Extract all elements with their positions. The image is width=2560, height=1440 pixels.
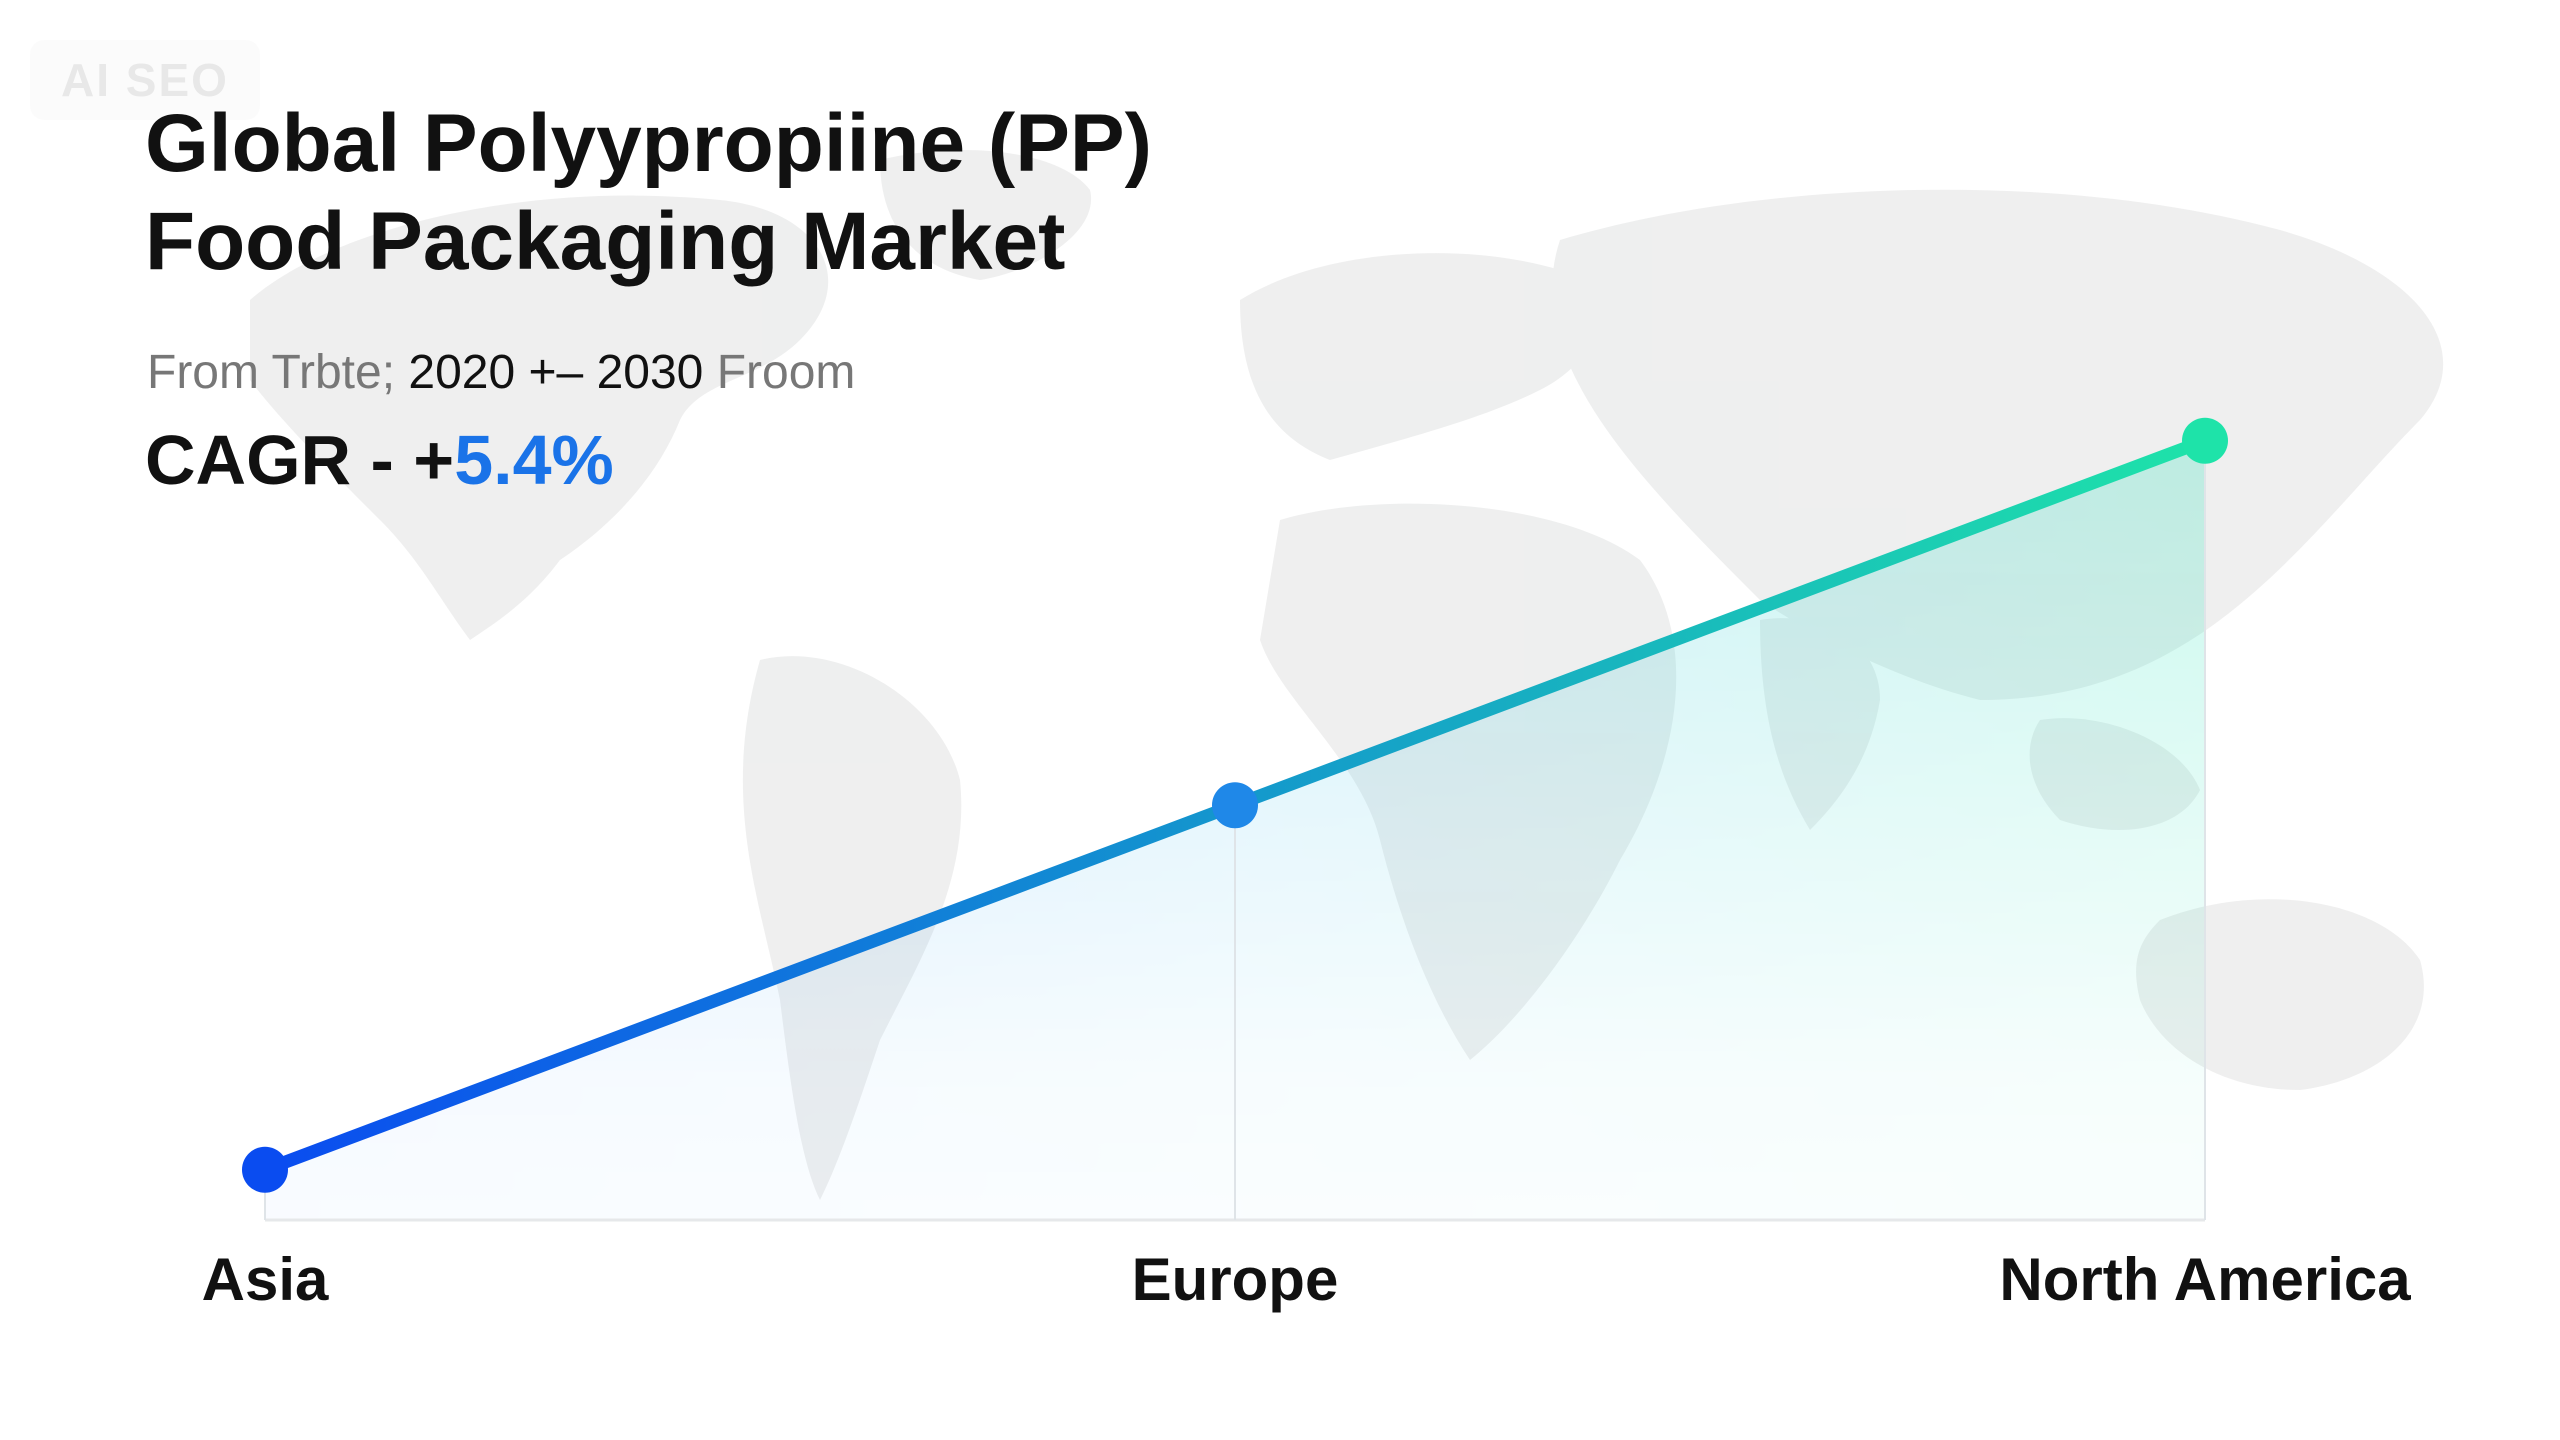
- data-point-2: [2182, 417, 2228, 464]
- x-tick-label-0: Asia: [202, 1246, 329, 1313]
- continent-north-america: [250, 195, 829, 640]
- continent-europe: [1240, 253, 1597, 460]
- x-tick-label-1: Europe: [1132, 1246, 1339, 1313]
- watermark-logo: AI SEO: [61, 54, 229, 106]
- subtitle-prefix: From Trbte;: [147, 346, 396, 399]
- continent-australia: [2136, 899, 2424, 1090]
- continent-greenland: [880, 150, 1092, 280]
- continent-asia: [1552, 189, 2444, 700]
- title-line-2: Food Packaging Market: [145, 196, 1066, 287]
- cagr-value: 5.4%: [454, 421, 614, 499]
- x-tick-label-2: North America: [1999, 1246, 2411, 1313]
- data-point-1: [1212, 782, 1258, 829]
- plot-area: Asia Europe North America: [202, 417, 2411, 1313]
- cagr-prefix: CAGR - +: [145, 421, 455, 499]
- subtitle: From Trbte; 2020 +– 2030 Froom: [147, 345, 855, 400]
- subtitle-suffix: Froom: [716, 346, 856, 399]
- title-line-1: Global Polyypropiine (PP): [145, 98, 1152, 189]
- page-title: Global Polyypropiine (PP) Food Packaging…: [145, 95, 1345, 291]
- data-point-0: [242, 1146, 288, 1193]
- cagr-label: CAGR - +5.4%: [145, 420, 614, 500]
- subtitle-range: 2020 +– 2030: [408, 346, 704, 399]
